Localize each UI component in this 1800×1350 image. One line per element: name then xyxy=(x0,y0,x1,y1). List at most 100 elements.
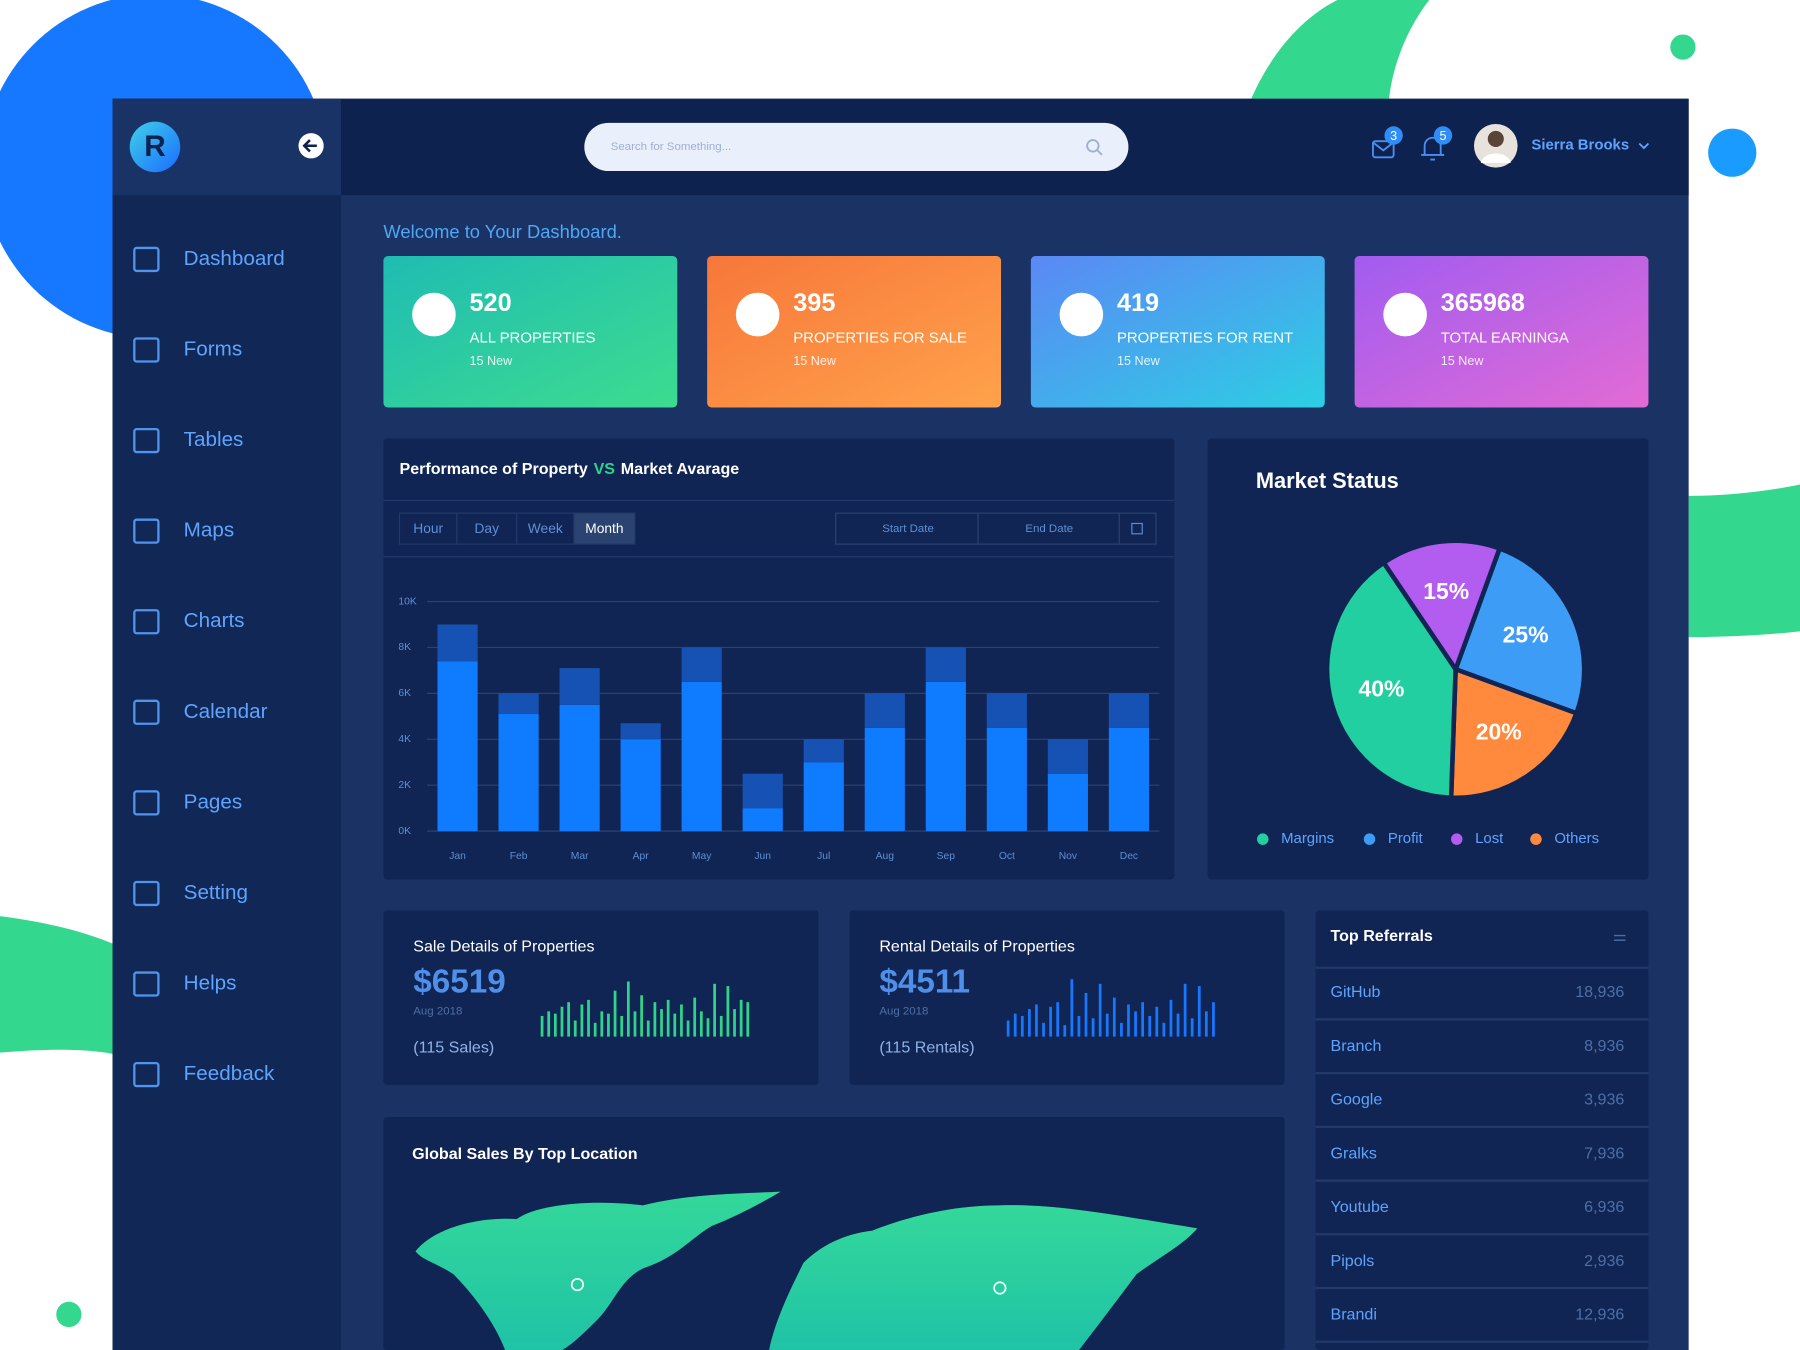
referral-name[interactable]: Branch xyxy=(1330,1037,1381,1055)
nav-icon xyxy=(133,246,160,273)
referral-name[interactable]: Pipols xyxy=(1330,1252,1374,1270)
bar-segment xyxy=(925,647,966,682)
tab-label[interactable]: Month xyxy=(585,521,623,536)
nav-item[interactable]: Charts xyxy=(184,609,245,632)
bar-segment xyxy=(498,693,539,715)
referral-value: 3,936 xyxy=(1584,1091,1624,1109)
decor-dot xyxy=(1670,34,1696,60)
stat-label: TOTAL EARNINGA xyxy=(1441,330,1569,347)
spark-bar xyxy=(1134,1011,1137,1037)
chart-title: Performance of Property xyxy=(399,460,587,478)
search-icon xyxy=(1096,149,1103,156)
nav-item[interactable]: Feedback xyxy=(184,1062,275,1085)
tab-label[interactable]: Day xyxy=(474,521,499,536)
tab-label[interactable]: Week xyxy=(528,521,563,536)
bar-segment xyxy=(559,668,600,705)
nav-icon xyxy=(133,427,160,454)
map-marker[interactable] xyxy=(570,1277,585,1292)
spark-bar xyxy=(1183,983,1187,1037)
date-range[interactable] xyxy=(835,512,1157,545)
decor-arc xyxy=(0,916,113,1054)
collapse-icon xyxy=(302,139,317,153)
stat-value: 520 xyxy=(470,289,512,317)
details-date: Aug 2018 xyxy=(413,1005,462,1017)
spark-bar xyxy=(733,1009,736,1037)
spark-bar xyxy=(573,1020,577,1037)
bar-segment xyxy=(620,723,661,740)
nav-item[interactable]: Forms xyxy=(184,337,243,360)
spark-bar xyxy=(1105,1013,1109,1037)
nav-item[interactable]: Maps xyxy=(184,519,235,542)
x-tick-label: Sep xyxy=(937,851,956,862)
legend-dot xyxy=(1530,833,1542,845)
referral-name[interactable]: Gralks xyxy=(1330,1144,1376,1162)
spark-bar xyxy=(1141,1002,1145,1037)
referral-name[interactable]: Brandi xyxy=(1330,1306,1376,1324)
nav-item[interactable]: Calendar xyxy=(184,700,268,723)
mail-icon[interactable] xyxy=(1372,140,1395,159)
bar-segment xyxy=(986,693,1027,728)
tab[interactable] xyxy=(573,512,636,545)
referral-name[interactable]: Youtube xyxy=(1330,1198,1388,1216)
y-tick-label: 8K xyxy=(398,642,411,653)
spark-bar xyxy=(680,1004,683,1037)
map-title: Global Sales By Top Location xyxy=(412,1145,638,1163)
legend-label: Margins xyxy=(1281,830,1334,847)
bell-icon[interactable] xyxy=(1421,136,1445,161)
calendar-icon[interactable] xyxy=(1131,522,1143,535)
spark-bar xyxy=(1049,1006,1052,1037)
tab-label[interactable]: Hour xyxy=(413,521,443,536)
y-tick-label: 0K xyxy=(398,826,411,837)
referral-value: 2,936 xyxy=(1584,1252,1624,1270)
referral-name[interactable]: Google xyxy=(1330,1091,1382,1109)
x-tick-label: Jul xyxy=(817,851,830,862)
nav-item[interactable]: Pages xyxy=(184,790,243,813)
bar-segment xyxy=(681,647,722,682)
stat-value: 365968 xyxy=(1441,289,1525,317)
spark-bar xyxy=(633,1011,637,1037)
bar-segment xyxy=(742,808,783,832)
pie-slice xyxy=(1452,545,1587,717)
stat-value: 395 xyxy=(793,289,835,317)
stat-note: 15 New xyxy=(470,354,514,368)
referral-value: 7,936 xyxy=(1584,1144,1624,1162)
spark-bar xyxy=(1212,1002,1215,1037)
user-name[interactable]: Sierra Brooks xyxy=(1531,137,1629,154)
stat-card xyxy=(383,255,678,408)
nav-item[interactable]: Dashboard xyxy=(184,247,285,270)
nav-item[interactable]: Tables xyxy=(184,428,244,451)
bar-segment xyxy=(1047,773,1088,832)
nav-item[interactable]: Setting xyxy=(184,881,248,904)
legend-dot xyxy=(1363,833,1376,845)
legend-dot xyxy=(1451,833,1463,845)
referral-value: 6,936 xyxy=(1584,1198,1624,1216)
logo xyxy=(129,121,181,173)
user-menu-chevron[interactable] xyxy=(1638,142,1650,150)
bar-segment xyxy=(1047,739,1088,774)
legend-dot xyxy=(1257,833,1269,845)
spark-bar xyxy=(587,999,590,1037)
search-placeholder: Search for Something... xyxy=(611,141,731,153)
bar-segment xyxy=(803,739,844,763)
nav-icon xyxy=(133,337,160,363)
spark-bar xyxy=(553,1013,557,1037)
legend-label: Lost xyxy=(1475,830,1504,847)
date-input[interactable]: End Date xyxy=(1025,523,1073,535)
spark-bar xyxy=(1155,1006,1159,1037)
spark-bar xyxy=(1035,1004,1038,1037)
search-box[interactable] xyxy=(584,122,1129,172)
nav-icon xyxy=(133,518,160,544)
map-marker[interactable] xyxy=(993,1281,1007,1295)
spark-bar xyxy=(1098,983,1102,1037)
decor-dot xyxy=(56,1301,82,1328)
spark-bar xyxy=(713,983,716,1037)
spark-bar xyxy=(1091,1018,1095,1037)
date-input[interactable]: Start Date xyxy=(882,523,934,535)
referrals-menu[interactable] xyxy=(1614,934,1626,941)
nav-icon xyxy=(133,1061,160,1088)
referral-name[interactable]: GitHub xyxy=(1330,983,1380,1001)
nav-item[interactable]: Helps xyxy=(184,971,237,994)
stat-value: 419 xyxy=(1117,289,1159,317)
spark-bar xyxy=(613,990,617,1037)
